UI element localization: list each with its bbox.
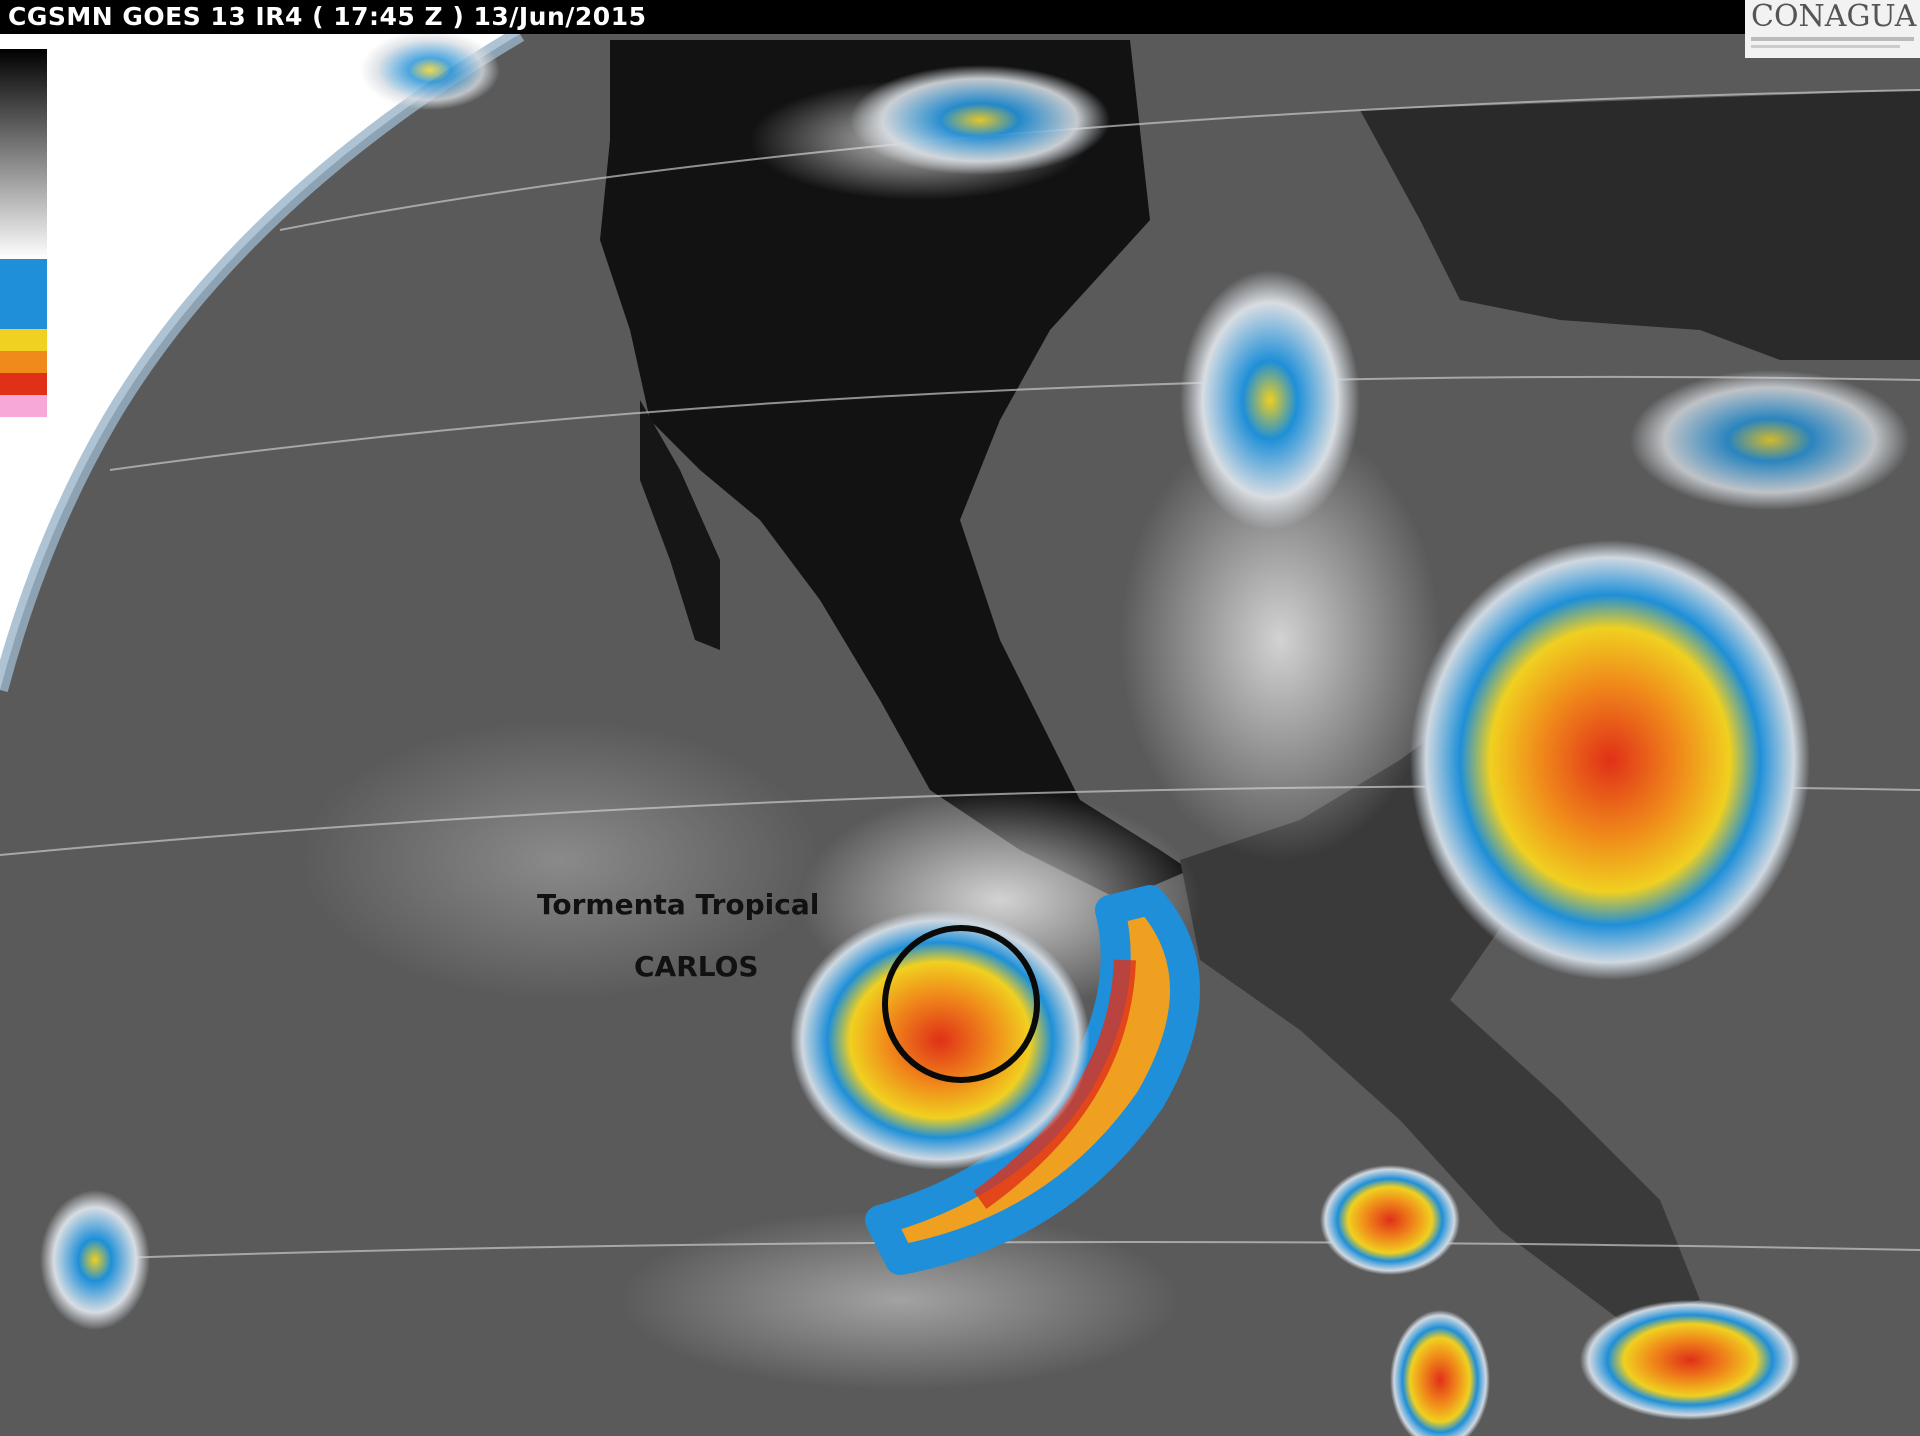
land-mexico (600, 40, 1190, 900)
colorbar-yellow (0, 329, 47, 351)
space-background (0, 34, 520, 690)
land-baja (640, 400, 720, 650)
colorbar-grayscale (0, 49, 47, 259)
colorbar-blue (0, 259, 47, 329)
colorbar-pink (0, 395, 47, 417)
storm-marker-circle (882, 925, 1040, 1083)
logo-text: CONAGUA (1751, 0, 1917, 34)
storm-label-type: Tormenta Tropical (537, 888, 820, 921)
conagua-logo: CONAGUA (1745, 0, 1920, 58)
colorbar-orange (0, 351, 47, 373)
land-eastern-us (1360, 90, 1920, 360)
storm-carlos (790, 910, 1090, 1170)
storm-label-name: CARLOS (634, 950, 759, 983)
color-scale-bar (0, 49, 47, 417)
colorbar-red (0, 373, 47, 395)
image-title: CGSMN GOES 13 IR4 ( 17:45 Z ) 13/Jun/201… (0, 0, 1745, 34)
gulf-storm-system (1410, 540, 1810, 980)
